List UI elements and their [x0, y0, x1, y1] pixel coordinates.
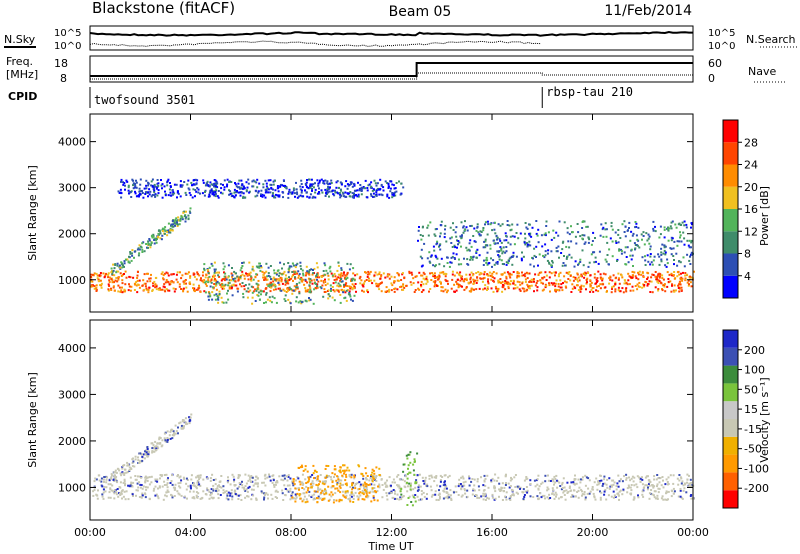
power-cbar-tick-6: 28: [744, 136, 758, 149]
velocity-ytick-4000: 4000: [58, 342, 86, 355]
power-cbar-tick-3: 16: [744, 203, 758, 216]
noise-left-tick-bottom: 10^0: [54, 41, 81, 52]
velocity-cbar-tick-7: 200: [744, 344, 765, 357]
date-label: 11/Feb/2014: [604, 3, 692, 19]
power-cbar-tick-1: 8: [744, 248, 751, 261]
velocity-panel: 1000 2000 3000 4000 00:00 04:00 08:00 12:00 16:…: [26, 114, 709, 553]
noise-left-label: N.Sky: [4, 33, 36, 46]
power-panel: 1000 2000 3000 4000 Slant Range [km]: [26, 113, 695, 313]
nave-line: [90, 72, 693, 80]
noise-right-label: N.Search: [746, 33, 796, 46]
noise-search-line: [89, 40, 541, 47]
velocity-cbar-tick-3: -15: [744, 423, 762, 436]
x-axis-label: Time UT: [367, 540, 413, 553]
power-ylabel: Slant Range [km]: [26, 165, 39, 261]
velocity-cbar-tick-5: 50: [744, 383, 758, 396]
x-tick-4: 16:00: [476, 526, 508, 539]
noise-right-tick-top: 10^5: [708, 28, 735, 39]
noise-right-tick-bottom: 10^0: [708, 41, 735, 52]
x-tick-5: 20:00: [577, 526, 609, 539]
velocity-cbar-tick-6: 100: [744, 364, 765, 377]
power-colorbar: 4 8 12 16 20 24 28: [722, 119, 758, 299]
velocity-ytick-2000: 2000: [58, 435, 86, 448]
noise-sky-line: [89, 30, 693, 37]
x-tick-6: 00:00: [677, 526, 709, 539]
power-y-axis: 1000 2000 3000 4000: [58, 136, 693, 287]
velocity-ytick-1000: 1000: [58, 481, 86, 494]
velocity-colorbar: -200 -100 -50 -15 15 50 100 200: [722, 329, 769, 509]
nave-label: Nave: [748, 65, 776, 78]
velocity-scatter-cells: [92, 413, 695, 507]
beam-label: Beam 05: [389, 4, 452, 20]
velocity-cbar-tick-4: 15: [744, 403, 758, 416]
cpid-segment-twofsound: twofsound 3501: [94, 93, 195, 107]
velocity-ytick-3000: 3000: [58, 388, 86, 401]
power-ytick-1000: 1000: [58, 274, 86, 287]
x-tick-3: 12:00: [376, 526, 408, 539]
freq-right-tick-bottom: 0: [708, 72, 715, 85]
power-cbar-tick-0: 4: [744, 270, 751, 283]
velocity-x-axis: 00:00 04:00 08:00 12:00 16:00 20:00 00:00: [74, 114, 709, 539]
figure-title: Blackstone (fitACF): [92, 0, 235, 17]
power-ytick-4000: 4000: [58, 136, 86, 149]
x-tick-1: 04:00: [175, 526, 207, 539]
power-cbar-tick-2: 12: [744, 225, 758, 238]
power-cbar-tick-4: 20: [744, 181, 758, 194]
x-tick-0: 00:00: [74, 526, 106, 539]
velocity-cbar-tick-1: -100: [744, 462, 769, 475]
power-ytick-3000: 3000: [58, 182, 86, 195]
x-tick-2: 08:00: [275, 526, 307, 539]
velocity-colorbar-label: Velocity [m s⁻¹]: [758, 377, 771, 462]
power-ytick-2000: 2000: [58, 228, 86, 241]
freq-right-tick-top: 60: [708, 57, 722, 70]
velocity-ylabel: Slant Range [km]: [26, 372, 39, 468]
power-colorbar-label: Power [dB]: [758, 186, 771, 246]
frequency-panel: [89, 55, 694, 83]
cpid-segment-rbsp-tau: rbsp-tau 210: [546, 85, 633, 99]
noise-panel: [89, 25, 694, 51]
velocity-cbar-tick-2: -50: [744, 443, 762, 456]
freq-left-tick-top: 18: [54, 57, 68, 70]
power-scatter-cells: [90, 178, 695, 305]
velocity-y-axis: 1000 2000 3000 4000: [58, 342, 693, 494]
power-cbar-tick-5: 24: [744, 159, 758, 172]
velocity-cbar-tick-0: -200: [744, 482, 769, 495]
freq-left-label-2: [MHz]: [6, 68, 38, 81]
frequency-line: [90, 62, 693, 77]
freq-left-tick-bottom: 8: [60, 72, 67, 85]
freq-left-label-1: Freq.: [6, 55, 33, 68]
cpid-label: CPID: [8, 90, 37, 103]
noise-left-tick-top: 10^5: [54, 28, 81, 39]
